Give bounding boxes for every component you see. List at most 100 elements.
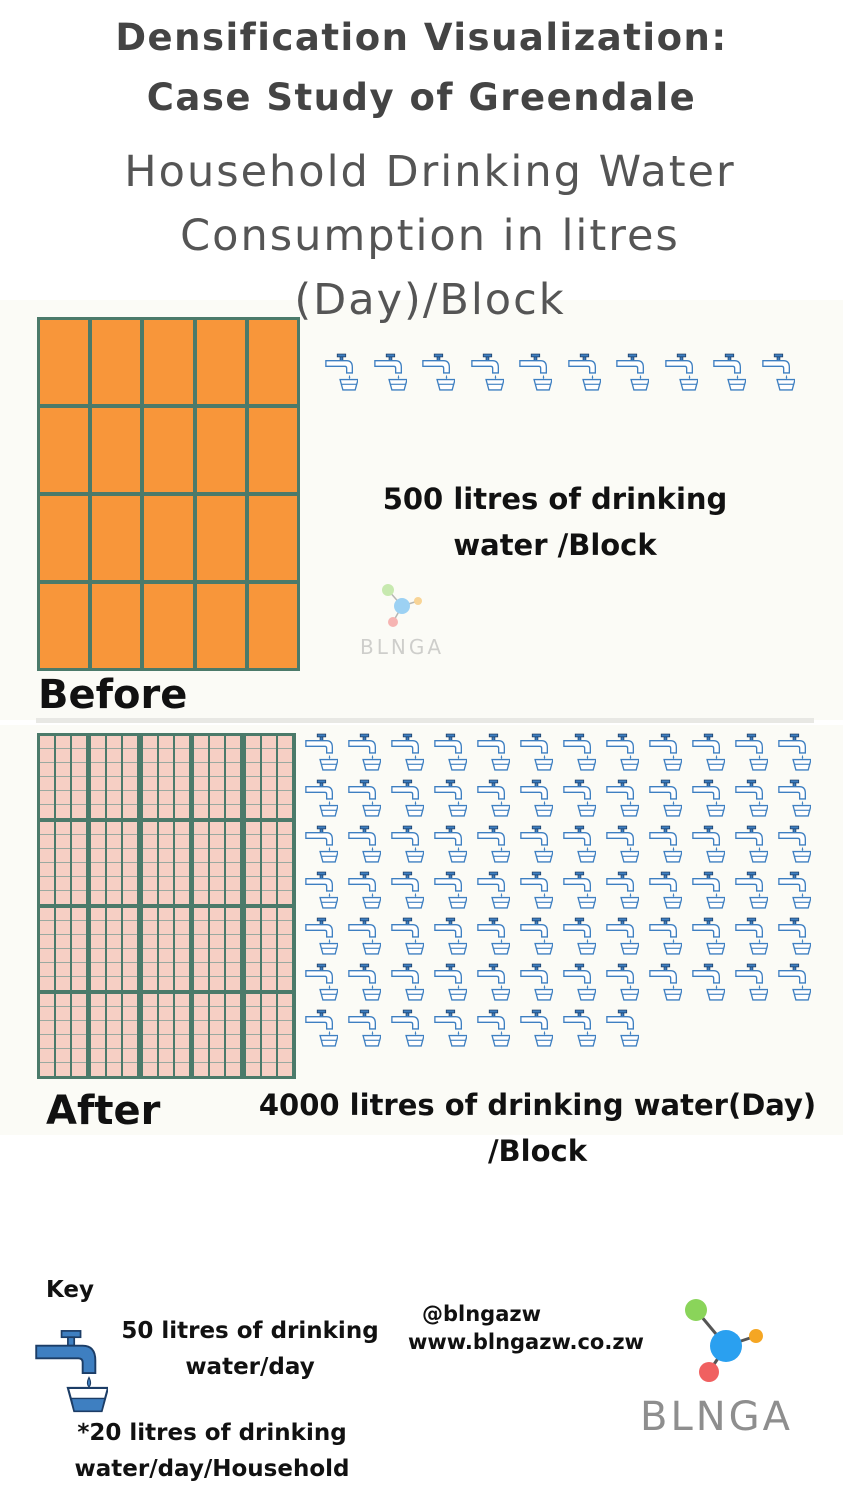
water-tap-icon: [664, 352, 698, 392]
block-unit: [40, 994, 88, 1076]
water-tap-icon: [347, 1008, 381, 1048]
water-tap-icon: [691, 870, 725, 910]
water-tap-icon: [777, 962, 811, 1002]
block-unit: [40, 584, 89, 668]
water-tap-icon: [421, 352, 455, 392]
water-tap-icon: [691, 824, 725, 864]
water-tap-icon: [519, 916, 553, 956]
water-tap-icon: [476, 870, 510, 910]
water-tap-icon: [691, 916, 725, 956]
block-unit: [142, 822, 191, 904]
block-unit: [196, 584, 245, 668]
water-tap-icon: [324, 352, 358, 392]
website-link[interactable]: www.blngazw.co.zw: [408, 1330, 644, 1354]
water-tap-icon: [304, 824, 338, 864]
water-tap-icon: [648, 870, 682, 910]
water-tap-icon: [433, 1008, 467, 1048]
water-tap-icon: [304, 870, 338, 910]
after-tap-grid: [304, 732, 840, 1072]
water-tap-icon: [562, 778, 596, 818]
water-tap-icon: [304, 1008, 338, 1048]
water-tap-icon: [519, 824, 553, 864]
before-tap-row: [324, 352, 804, 402]
before-watermark-logo: BLNGA: [360, 582, 450, 662]
subtitle-line-2: Consumption in litres: [180, 211, 680, 261]
water-tap-icon: [562, 962, 596, 1002]
water-tap-icon: [605, 1008, 639, 1048]
after-consumption-text: 4000 litres of drinking water(Day) /Bloc…: [250, 1082, 825, 1174]
block-unit: [40, 908, 88, 990]
water-tap-icon: [390, 824, 424, 864]
social-handle[interactable]: @blngazw: [422, 1302, 542, 1326]
water-tap-icon: [734, 824, 768, 864]
water-tap-icon: [304, 916, 338, 956]
key-tap-line-2: water/day: [185, 1354, 315, 1380]
key-tap-icon: [32, 1328, 110, 1418]
before-text-line-2: water /Block: [453, 528, 657, 562]
block-unit: [142, 908, 191, 990]
water-tap-icon: [562, 916, 596, 956]
block-unit: [92, 320, 141, 404]
water-tap-icon: [390, 916, 424, 956]
block-unit: [142, 994, 191, 1076]
block-unit: [92, 408, 141, 492]
title-line-2: Case Study of Greendale: [146, 76, 697, 119]
block-unit: [40, 408, 89, 492]
water-tap-icon: [476, 824, 510, 864]
after-text-line-1: 4000 litres of drinking water(Day): [258, 1088, 817, 1122]
before-label: Before: [38, 672, 188, 718]
water-tap-icon: [433, 962, 467, 1002]
water-tap-icon: [433, 824, 467, 864]
key-household-note: *20 litres of drinking water/day/Househo…: [52, 1415, 372, 1487]
block-unit: [194, 908, 242, 990]
before-consumption-text: 500 litres of drinking water /Block: [360, 476, 750, 568]
water-tap-icon: [562, 870, 596, 910]
block-unit: [248, 496, 297, 580]
water-tap-icon: [605, 778, 639, 818]
water-tap-icon: [519, 1008, 553, 1048]
water-tap-icon: [519, 732, 553, 772]
water-tap-icon: [712, 352, 746, 392]
water-tap-icon: [519, 962, 553, 1002]
water-tap-icon: [648, 778, 682, 818]
water-tap-icon: [518, 352, 552, 392]
water-tap-icon: [304, 732, 338, 772]
water-tap-icon: [734, 962, 768, 1002]
water-tap-icon: [35, 1330, 110, 1413]
water-tap-icon: [476, 732, 510, 772]
block-unit: [245, 994, 293, 1076]
water-tap-icon: [648, 916, 682, 956]
block-unit: [91, 736, 139, 818]
block-unit: [245, 822, 293, 904]
block-unit: [248, 408, 297, 492]
water-tap-icon: [433, 870, 467, 910]
block-unit: [196, 496, 245, 580]
water-tap-icon: [373, 352, 407, 392]
block-unit: [144, 320, 193, 404]
water-tap-icon: [390, 732, 424, 772]
water-tap-icon: [567, 352, 601, 392]
water-tap-icon: [777, 824, 811, 864]
water-tap-icon: [648, 732, 682, 772]
water-tap-icon: [347, 732, 381, 772]
water-tap-icon: [605, 962, 639, 1002]
water-tap-icon: [648, 824, 682, 864]
block-unit: [40, 736, 88, 818]
contact-info: @blngazw www.blngazw.co.zw: [408, 1300, 668, 1356]
water-tap-icon: [691, 732, 725, 772]
water-tap-icon: [433, 778, 467, 818]
water-tap-icon: [433, 732, 467, 772]
key-tap-description: 50 litres of drinking water/day: [110, 1313, 390, 1385]
water-tap-icon: [347, 870, 381, 910]
water-tap-icon: [734, 778, 768, 818]
logo-molecule-icon: [382, 584, 422, 627]
before-block-grid: [37, 317, 300, 671]
water-tap-icon: [347, 962, 381, 1002]
subtitle-line-3: (Day)/Block: [294, 275, 566, 325]
block-unit: [248, 584, 297, 668]
block-unit: [194, 822, 242, 904]
block-unit: [92, 584, 141, 668]
water-tap-icon: [648, 962, 682, 1002]
block-unit: [91, 994, 139, 1076]
water-tap-icon: [605, 916, 639, 956]
